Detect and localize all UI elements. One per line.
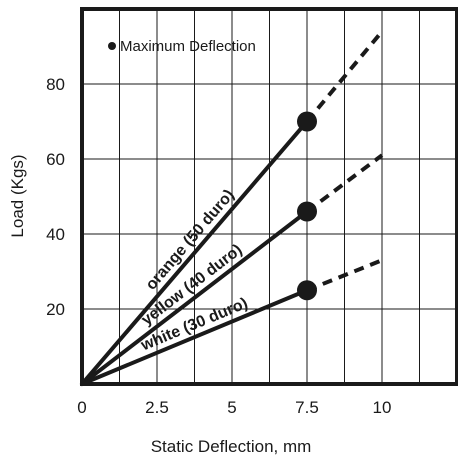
x-axis-title: Static Deflection, mm	[151, 437, 312, 456]
y-tick-label: 80	[46, 75, 65, 94]
x-tick-label: 5	[227, 398, 236, 417]
max-deflection-markers	[297, 111, 317, 301]
x-tick-label: 10	[373, 398, 392, 417]
y-tick-label: 40	[46, 225, 65, 244]
series-line	[80, 288, 309, 386]
y-tick-label: 60	[46, 150, 65, 169]
x-tick-label: 7.5	[295, 398, 319, 417]
plot-frame	[80, 7, 458, 386]
grid-lines	[82, 9, 457, 384]
max-deflection-marker	[297, 111, 317, 132]
legend-text: Maximum Deflection	[120, 38, 256, 55]
y-tick-label: 20	[46, 300, 65, 319]
y-axis-title: Load (Kgs)	[8, 154, 27, 237]
max-deflection-marker	[297, 280, 317, 301]
series-line	[80, 119, 309, 386]
max-deflection-marker	[297, 201, 317, 222]
y-tick-labels: 20 40 60 80	[46, 75, 65, 319]
legend: Maximum Deflection	[108, 38, 256, 55]
legend-marker-icon	[108, 42, 116, 50]
series-extension-dashed-line	[305, 30, 384, 123]
series-line	[80, 209, 309, 386]
series-extension-dashed-line	[306, 258, 383, 293]
series-lines	[80, 30, 384, 386]
x-tick-labels: 0 2.5 5 7.5 10	[77, 398, 391, 417]
x-tick-label: 2.5	[145, 398, 169, 417]
x-tick-label: 0	[77, 398, 86, 417]
